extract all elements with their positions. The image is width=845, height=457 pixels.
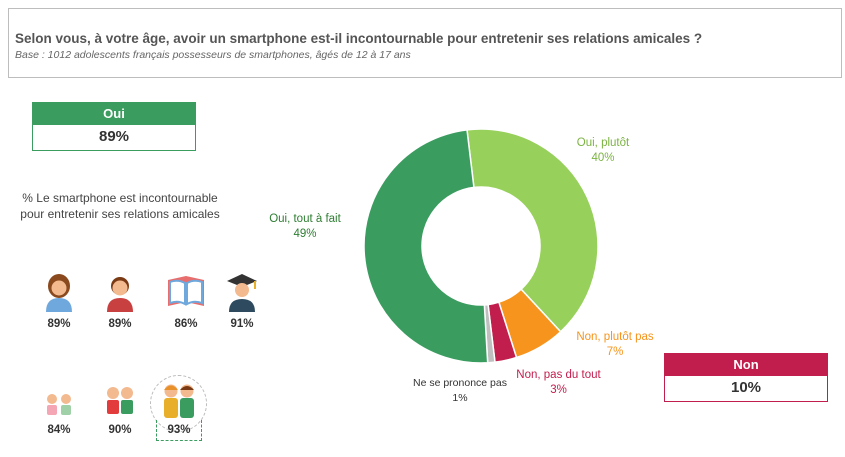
donut-slice bbox=[363, 129, 489, 364]
segment-value: 84% bbox=[47, 424, 71, 436]
oui-total-label: Oui bbox=[33, 103, 195, 125]
category-label: Non, pas du tout bbox=[516, 369, 601, 381]
non-total-value: 10% bbox=[665, 376, 827, 401]
selected-segment-ring bbox=[150, 375, 207, 432]
label-ne-se-prononce-pas: Ne se prononce pas 1% bbox=[400, 376, 520, 406]
segment-value: 90% bbox=[108, 424, 132, 436]
value-label: 7% bbox=[606, 346, 624, 358]
base-note: Base : 1012 adolescents français possess… bbox=[15, 49, 411, 61]
segment-value: 91% bbox=[230, 318, 254, 330]
segment-description: % Le smartphone est incontournable pour … bbox=[20, 191, 220, 221]
category-label: Ne se prononce pas bbox=[413, 377, 507, 389]
segment-value-selected: 93% bbox=[156, 420, 202, 441]
category-label: Oui, tout à fait bbox=[269, 213, 341, 225]
label-oui-tout-a-fait: Oui, tout à fait 49% bbox=[245, 212, 365, 242]
value-label: 40% bbox=[591, 152, 615, 164]
value-label: 3% bbox=[550, 384, 567, 396]
category-label: Non, plutôt pas bbox=[576, 331, 654, 343]
value-label: 1% bbox=[452, 392, 468, 404]
label-oui-plutot: Oui, plutôt 40% bbox=[548, 136, 658, 166]
label-non-pas-du-tout: Non, pas du tout 3% bbox=[496, 368, 621, 398]
label-non-plutot-pas: Non, plutôt pas 7% bbox=[555, 330, 675, 360]
girl-icon bbox=[46, 274, 72, 312]
question-header: Selon vous, à votre âge, avoir un smartp… bbox=[8, 8, 842, 78]
non-total-box: Non 10% bbox=[664, 353, 828, 402]
two-older-children-icon bbox=[164, 384, 194, 418]
donut-slice bbox=[466, 128, 599, 333]
oui-total-box: Oui 89% bbox=[32, 102, 196, 151]
segment-value: 89% bbox=[108, 318, 132, 330]
category-label: Oui, plutôt bbox=[576, 137, 630, 149]
non-total-label: Non bbox=[665, 354, 827, 376]
two-small-children-icon bbox=[47, 394, 71, 415]
graduate-icon bbox=[227, 274, 257, 312]
segment-value: 86% bbox=[174, 318, 198, 330]
value-label: 49% bbox=[293, 228, 317, 240]
oui-total-value: 89% bbox=[33, 125, 195, 150]
question-title: Selon vous, à votre âge, avoir un smartp… bbox=[15, 31, 703, 46]
boy-icon bbox=[107, 277, 133, 312]
two-children-icon bbox=[107, 387, 133, 414]
segment-value: 89% bbox=[47, 318, 71, 330]
book-icon bbox=[168, 276, 204, 306]
